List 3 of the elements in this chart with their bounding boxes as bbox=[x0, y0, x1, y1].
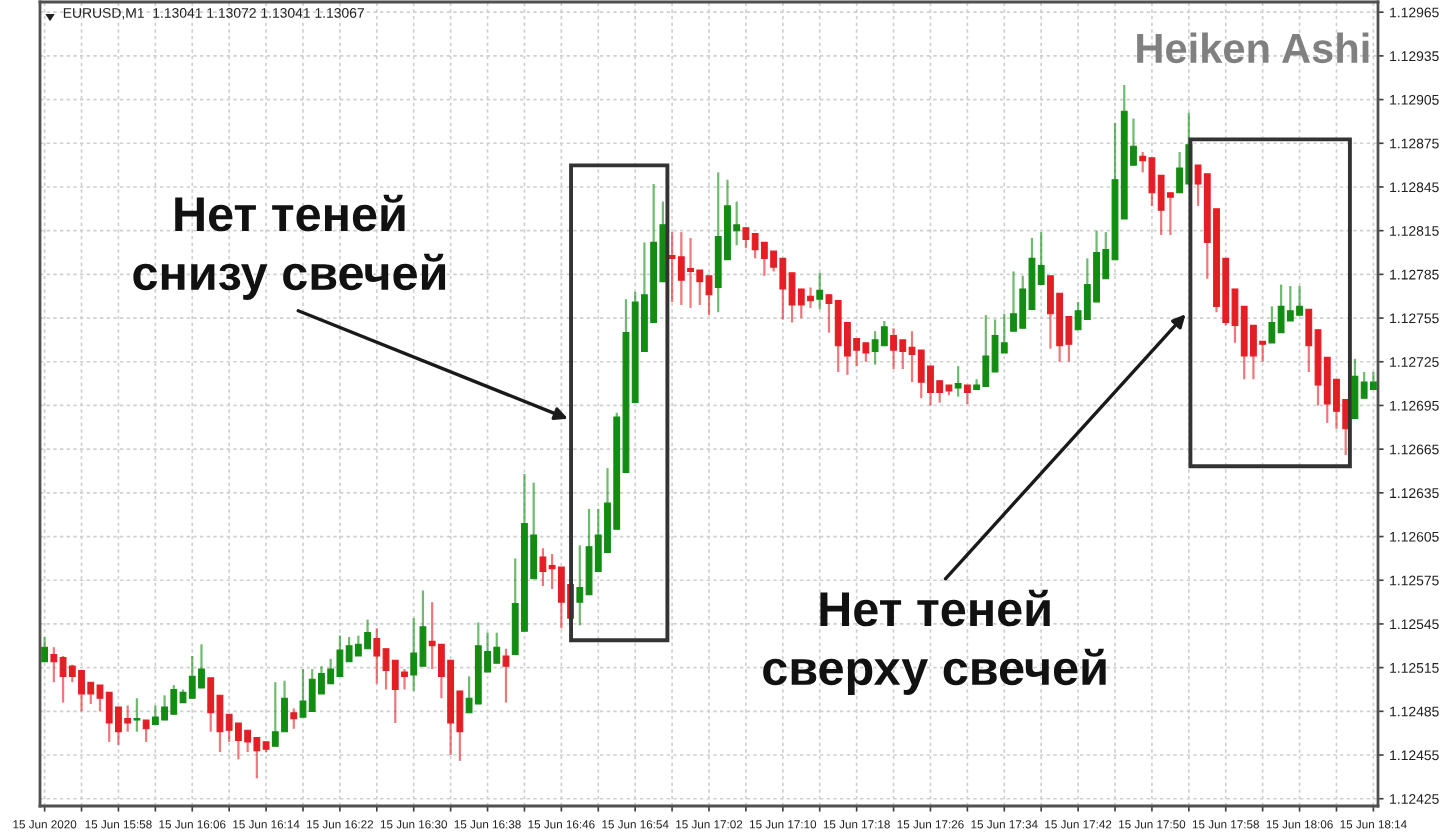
text: Heiken Ashi bbox=[1137, 32, 1369, 64]
annotation: Нет теней сверху свечей bbox=[763, 589, 1106, 695]
annotation: Нет теней снизу свечей bbox=[133, 194, 446, 300]
